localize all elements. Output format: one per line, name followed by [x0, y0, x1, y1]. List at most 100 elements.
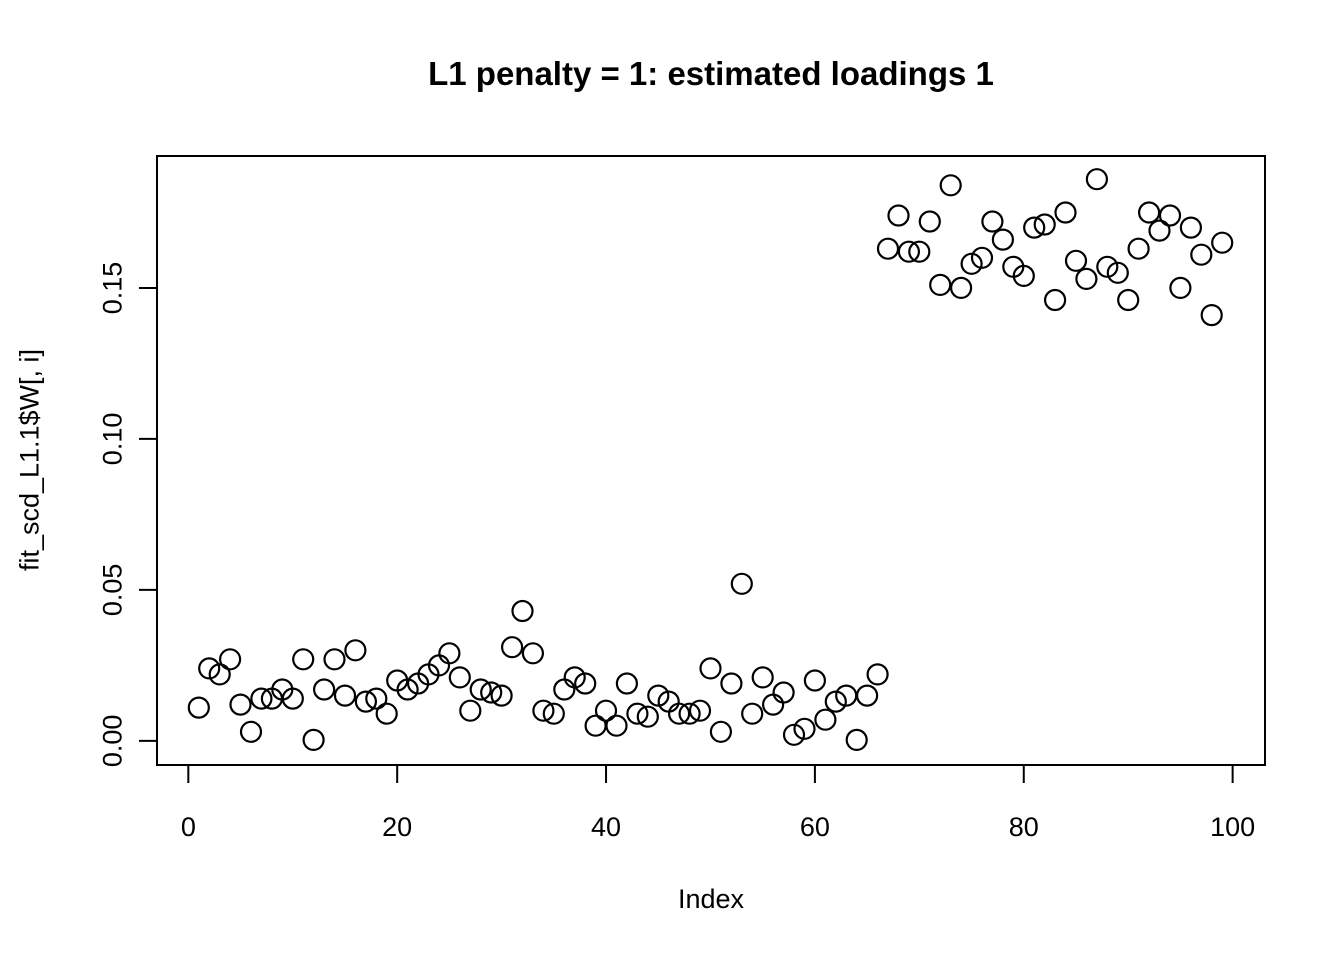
data-point [647, 684, 670, 707]
data-point [761, 693, 785, 716]
data-point [605, 714, 628, 737]
data-point [782, 723, 806, 746]
data-point [480, 681, 503, 704]
data-point [1158, 204, 1182, 227]
data-point [521, 642, 545, 665]
data-point [720, 672, 743, 695]
data-point [542, 702, 565, 725]
data-point [991, 228, 1015, 251]
data-point [929, 273, 952, 296]
data-point [730, 572, 753, 595]
data-point [354, 690, 377, 713]
x-axis-label: Index [677, 884, 745, 914]
data-point [918, 210, 941, 233]
data-point [396, 678, 419, 701]
data-point [532, 699, 555, 722]
data-point [1033, 213, 1056, 236]
data-point [511, 599, 534, 623]
data-point [1117, 288, 1140, 312]
data-point [949, 276, 973, 299]
data-point [1211, 231, 1234, 254]
data-point [250, 687, 273, 710]
data-point [636, 705, 659, 728]
data-point [1127, 237, 1150, 260]
data-point [1023, 216, 1046, 239]
data-point [688, 699, 712, 722]
data-point [1085, 168, 1109, 191]
data-point [876, 237, 900, 260]
data-point [281, 687, 304, 710]
data-point [239, 720, 263, 743]
data-point [793, 717, 816, 740]
data-point [313, 678, 336, 701]
data-point [960, 252, 983, 275]
data-point [615, 672, 639, 695]
data-point [939, 174, 962, 197]
data-point [469, 678, 492, 701]
data-point [490, 684, 513, 707]
data-point [887, 204, 910, 227]
plot-border [156, 155, 1266, 766]
data-point [751, 666, 774, 689]
x-tick-label: 0 [181, 812, 196, 842]
y-tick-label: 0.10 [97, 413, 127, 466]
data-point [594, 699, 618, 722]
data-point [741, 702, 764, 725]
data-point [1054, 201, 1077, 224]
data-point [1106, 261, 1129, 284]
data-point [1137, 201, 1161, 224]
data-point [1179, 216, 1203, 239]
data-point [824, 690, 847, 713]
data-point [1075, 267, 1098, 290]
data-point [448, 666, 471, 689]
x-tick-label: 80 [1009, 812, 1039, 842]
data-point [553, 678, 576, 701]
data-point [563, 666, 586, 689]
data-point [323, 648, 346, 671]
data-point [772, 681, 795, 704]
data-point [678, 702, 701, 725]
data-point [1043, 288, 1067, 312]
data-point [187, 696, 210, 719]
data-point [699, 657, 722, 680]
x-tick-label: 40 [591, 812, 621, 842]
data-point [981, 210, 1004, 233]
data-point [1200, 304, 1223, 327]
data-point [344, 639, 367, 662]
data-point [333, 684, 357, 707]
data-point [897, 240, 921, 263]
x-tick-label: 60 [800, 812, 830, 842]
data-point [709, 720, 733, 743]
data-point [1148, 219, 1171, 242]
data-point [219, 648, 242, 671]
data-point [302, 728, 325, 752]
y-tick-label: 0.00 [97, 715, 127, 768]
data-point [365, 687, 388, 710]
data-point [438, 642, 461, 665]
data-point [626, 702, 649, 725]
x-tick-label: 20 [382, 812, 412, 842]
y-tick-label: 0.05 [97, 564, 127, 617]
y-tick-label: 0.15 [97, 262, 127, 315]
data-point [1096, 255, 1119, 278]
data-point [375, 702, 398, 725]
data-point [500, 636, 524, 659]
data-point [1169, 276, 1192, 299]
data-point [208, 663, 231, 686]
data-point [814, 708, 837, 731]
data-point [908, 240, 931, 263]
data-point [574, 672, 597, 695]
x-tick-label: 100 [1210, 812, 1255, 842]
data-point [866, 663, 889, 686]
data-point [667, 702, 691, 725]
data-point [584, 714, 607, 737]
data-point [459, 699, 482, 722]
data-point [229, 693, 252, 716]
data-point [1012, 264, 1035, 287]
data-point [803, 669, 827, 692]
data-point [1190, 243, 1213, 266]
data-point [292, 648, 315, 671]
data-point [855, 684, 879, 707]
